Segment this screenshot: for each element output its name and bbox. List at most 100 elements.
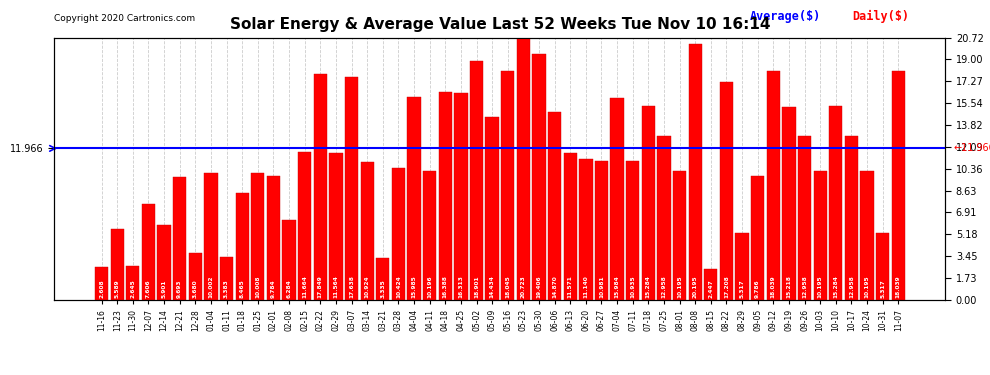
Text: 2.645: 2.645 [131, 279, 136, 298]
Text: 10.195: 10.195 [864, 276, 869, 298]
Text: 14.434: 14.434 [490, 275, 495, 298]
Text: 12.958: 12.958 [661, 275, 666, 298]
Bar [392, 168, 405, 300]
Bar [470, 60, 483, 300]
Text: 2.447: 2.447 [709, 279, 714, 298]
Text: 16.388: 16.388 [443, 275, 447, 298]
Bar [798, 136, 811, 300]
Bar [844, 136, 858, 300]
Text: 5.317: 5.317 [880, 279, 885, 298]
Text: 5.901: 5.901 [161, 280, 166, 298]
Bar [782, 107, 796, 300]
Text: 10.924: 10.924 [364, 276, 369, 298]
Text: 19.406: 19.406 [537, 276, 542, 298]
Bar [892, 72, 905, 300]
Text: 15.284: 15.284 [645, 275, 650, 298]
Bar [157, 225, 170, 300]
Text: 6.284: 6.284 [286, 279, 291, 298]
Bar [563, 153, 577, 300]
Text: 15.985: 15.985 [412, 275, 417, 298]
Bar [360, 162, 374, 300]
Bar [766, 72, 780, 300]
Text: 9.786: 9.786 [755, 279, 760, 298]
Text: 7.606: 7.606 [146, 279, 150, 298]
Bar [814, 171, 827, 300]
Bar [533, 54, 545, 300]
Bar [485, 117, 499, 300]
Text: 2.608: 2.608 [99, 279, 104, 298]
Bar [220, 257, 234, 300]
Text: 15.984: 15.984 [615, 275, 620, 298]
Bar [282, 220, 296, 300]
Text: 16.313: 16.313 [458, 275, 463, 298]
Bar [860, 171, 874, 300]
Bar [204, 173, 218, 300]
Bar [595, 161, 608, 300]
Bar [579, 159, 592, 300]
Bar [126, 267, 140, 300]
Text: 10.424: 10.424 [396, 275, 401, 298]
Bar [657, 136, 670, 300]
Bar [95, 267, 108, 300]
Bar [673, 171, 686, 300]
Text: 10.196: 10.196 [427, 276, 433, 298]
Text: Average($): Average($) [749, 10, 821, 23]
Bar [376, 258, 389, 300]
Text: Daily($): Daily($) [851, 10, 909, 23]
Bar [408, 98, 421, 300]
Bar [720, 82, 734, 300]
Bar [501, 71, 515, 300]
Text: 11.571: 11.571 [567, 275, 573, 298]
Bar [454, 93, 467, 300]
Text: 3.335: 3.335 [380, 279, 385, 298]
Text: 11.664: 11.664 [302, 275, 307, 298]
Bar [236, 193, 248, 300]
Bar [704, 269, 718, 300]
Text: 20.195: 20.195 [693, 276, 698, 298]
Text: 5.317: 5.317 [740, 279, 744, 298]
Text: 10.002: 10.002 [209, 276, 214, 298]
Bar [689, 44, 702, 300]
Text: 11.140: 11.140 [583, 275, 588, 298]
Text: 10.195: 10.195 [818, 276, 823, 298]
Text: ←11.966: ←11.966 [953, 143, 990, 153]
Text: 18.039: 18.039 [896, 276, 901, 298]
Text: 10.935: 10.935 [631, 276, 636, 298]
Bar [111, 229, 124, 300]
Bar [251, 173, 264, 300]
Bar [626, 162, 640, 300]
Bar [314, 74, 327, 300]
Bar [736, 232, 748, 300]
Text: 17.638: 17.638 [349, 275, 354, 298]
Bar [423, 171, 437, 300]
Text: 9.693: 9.693 [177, 280, 182, 298]
Text: 18.901: 18.901 [474, 276, 479, 298]
Text: 18.045: 18.045 [505, 275, 510, 298]
Bar [439, 92, 451, 300]
Text: 10.008: 10.008 [255, 276, 260, 298]
Text: 14.870: 14.870 [552, 275, 557, 298]
Text: 8.465: 8.465 [240, 279, 245, 298]
Text: 10.981: 10.981 [599, 276, 604, 298]
Bar [189, 254, 202, 300]
Bar [876, 232, 889, 300]
Text: 17.849: 17.849 [318, 275, 323, 298]
Bar [548, 112, 561, 300]
Text: 11.564: 11.564 [334, 275, 339, 298]
Bar [517, 38, 530, 300]
Text: 9.784: 9.784 [271, 279, 276, 298]
Bar [345, 76, 358, 300]
Bar [330, 153, 343, 300]
Bar [751, 176, 764, 300]
Bar [642, 106, 655, 300]
Text: 12.958: 12.958 [849, 275, 854, 298]
Text: 12.958: 12.958 [802, 275, 807, 298]
Bar [173, 177, 186, 300]
Bar [611, 98, 624, 300]
Bar [830, 106, 842, 300]
Text: 20.723: 20.723 [521, 275, 526, 298]
Text: 15.218: 15.218 [786, 275, 791, 298]
Text: 17.208: 17.208 [724, 275, 729, 298]
Text: 3.383: 3.383 [224, 279, 229, 298]
Bar [298, 152, 311, 300]
